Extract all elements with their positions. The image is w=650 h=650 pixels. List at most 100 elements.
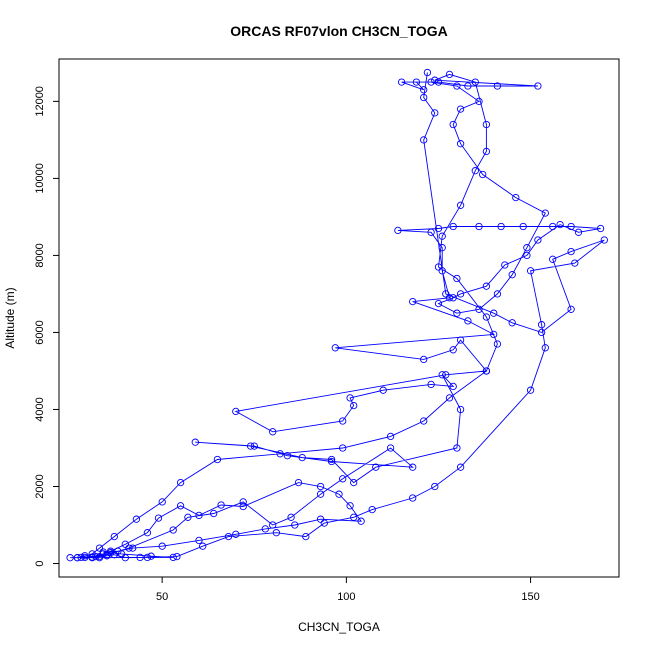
data-point xyxy=(99,548,107,556)
data-point xyxy=(409,297,417,306)
data-point xyxy=(431,482,439,491)
data-point xyxy=(475,305,483,313)
data-point xyxy=(526,267,535,275)
plot-area xyxy=(66,68,608,562)
data-point xyxy=(386,444,395,452)
data-point xyxy=(549,255,557,263)
data-point xyxy=(420,417,428,425)
data-point xyxy=(567,222,575,231)
data-point xyxy=(210,509,218,518)
data-point xyxy=(508,271,516,279)
data-point xyxy=(346,394,354,402)
data-point xyxy=(434,299,443,308)
data-point xyxy=(434,224,443,233)
data-point xyxy=(224,532,233,541)
data-point xyxy=(438,267,446,275)
data-point xyxy=(276,450,284,458)
data-point xyxy=(423,68,432,77)
data-point xyxy=(438,232,446,240)
data-point xyxy=(213,455,222,464)
data-point xyxy=(169,553,177,562)
data-point xyxy=(88,550,96,558)
data-point xyxy=(232,407,240,416)
data-point xyxy=(600,236,608,244)
data-point xyxy=(438,244,446,252)
data-point xyxy=(368,505,376,514)
data-point xyxy=(121,540,129,548)
data-point xyxy=(114,547,122,555)
data-point xyxy=(482,147,491,156)
data-point xyxy=(136,553,144,562)
y-tick-label: 6000 xyxy=(34,320,46,344)
data-point xyxy=(316,490,325,498)
data-point xyxy=(143,553,152,562)
data-point xyxy=(110,532,118,541)
data-point xyxy=(464,82,472,90)
data-point xyxy=(523,251,531,260)
data-point xyxy=(526,386,535,394)
data-point xyxy=(335,490,343,498)
data-point xyxy=(327,457,336,466)
data-point xyxy=(541,209,549,217)
data-point xyxy=(409,494,417,502)
series-line xyxy=(70,72,605,559)
data-point xyxy=(523,244,531,252)
data-point xyxy=(571,259,579,267)
data-point xyxy=(191,438,199,446)
data-point xyxy=(291,521,299,529)
data-point xyxy=(493,290,502,298)
data-point xyxy=(434,78,443,86)
data-point xyxy=(88,553,96,561)
data-point xyxy=(386,432,395,441)
data-point xyxy=(327,455,336,464)
data-point xyxy=(73,554,82,562)
data-point xyxy=(246,442,255,450)
data-point xyxy=(471,78,479,86)
data-point xyxy=(176,478,185,487)
x-tick-label: 100 xyxy=(337,591,355,603)
data-point xyxy=(158,498,166,506)
data-point xyxy=(420,93,428,102)
data-point xyxy=(456,463,465,471)
data-point xyxy=(431,76,439,84)
data-point xyxy=(438,371,446,379)
data-point xyxy=(442,290,450,298)
data-point xyxy=(456,201,465,209)
data-point xyxy=(287,513,295,521)
data-point xyxy=(176,502,185,510)
data-point xyxy=(269,521,277,529)
data-point xyxy=(320,519,328,527)
data-point xyxy=(420,355,428,364)
data-point xyxy=(217,501,225,509)
data-point xyxy=(250,442,258,450)
data-point xyxy=(412,78,421,86)
data-point xyxy=(409,463,417,471)
data-point xyxy=(173,552,181,561)
data-point xyxy=(427,380,435,389)
data-point xyxy=(294,478,303,487)
data-point xyxy=(442,371,450,379)
data-point xyxy=(434,263,443,271)
data-point xyxy=(537,328,546,337)
data-point xyxy=(169,526,177,534)
data-point xyxy=(453,309,461,317)
data-point xyxy=(453,82,461,90)
data-point xyxy=(497,222,505,231)
data-point xyxy=(350,513,358,521)
y-axis-label: Altitude (m) xyxy=(3,287,17,348)
data-point xyxy=(239,498,247,506)
data-point xyxy=(427,228,435,236)
data-point xyxy=(331,344,339,352)
data-point xyxy=(272,529,281,537)
data-point xyxy=(456,405,465,414)
plot-frame xyxy=(58,58,620,578)
data-point xyxy=(453,274,461,283)
data-point xyxy=(490,330,498,339)
data-point xyxy=(350,478,358,487)
data-point xyxy=(453,444,461,452)
data-point xyxy=(379,386,387,394)
data-point xyxy=(420,86,428,94)
data-point xyxy=(357,517,365,525)
data-point xyxy=(475,222,483,231)
data-point xyxy=(449,294,457,302)
